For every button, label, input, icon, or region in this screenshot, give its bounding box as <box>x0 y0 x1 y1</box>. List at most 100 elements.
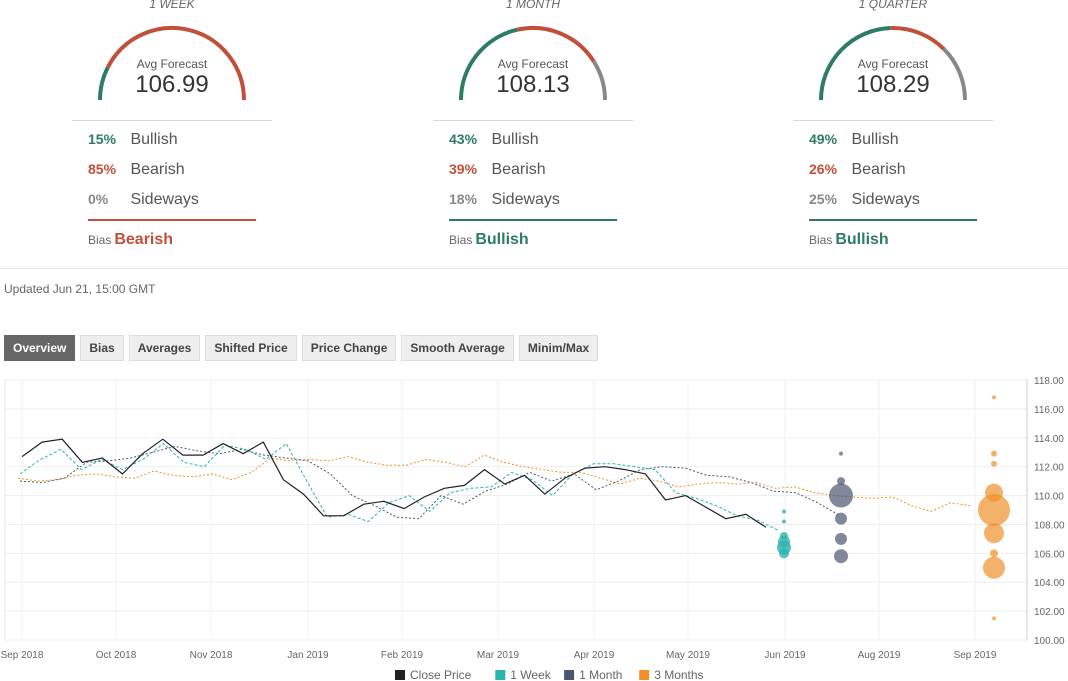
x-tick-label: Nov 2018 <box>190 650 233 661</box>
bias-label: Bias <box>449 233 473 247</box>
tab-price-change[interactable]: Price Change <box>301 335 397 361</box>
bias-label: Bias <box>809 233 833 247</box>
x-tick-label: Aug 2019 <box>858 650 901 661</box>
period-label: 1 QUARTER <box>858 0 928 11</box>
three-months-forecast-point <box>984 523 1004 544</box>
bearish-pct: 26% <box>809 161 838 177</box>
legend-swatch <box>495 670 506 680</box>
legend-item: 3 Months <box>654 668 703 681</box>
gauge-bearish-arc <box>106 26 246 101</box>
forecast-chart: 100.00 102.00 104.00 106.00 108.00 110.00 112.… <box>1 376 1065 681</box>
close-price-line <box>21 438 767 528</box>
bias-underline <box>809 219 977 221</box>
x-tick-label: Sep 2019 <box>954 650 997 661</box>
one-week-forecast-point <box>782 519 786 524</box>
sideways-pct: 25% <box>809 191 838 207</box>
divider <box>72 120 272 121</box>
x-tick-label: Mar 2019 <box>477 650 520 661</box>
x-tick-label: Jan 2019 <box>287 650 329 661</box>
avg-forecast-label: Avg Forecast <box>497 57 569 71</box>
gauge-bearish-arc <box>890 26 946 51</box>
legend-item: 1 Month <box>579 668 622 681</box>
legend-swatch <box>564 670 575 680</box>
y-tick-label: 114.00 <box>1034 434 1064 445</box>
bullish-row: 15% Bullish <box>88 131 178 149</box>
three-months-forecast-point <box>983 556 1005 579</box>
gauge-sideways-arc <box>592 60 607 101</box>
sideways-pct: 0% <box>88 191 109 207</box>
section-divider <box>0 268 1068 269</box>
gauge-sideways-arc <box>942 47 967 101</box>
one-month-line <box>19 445 841 520</box>
tab-shifted-price[interactable]: Shifted Price <box>205 335 297 361</box>
three-months-forecast-point <box>991 450 997 457</box>
bias: Bias Bullish <box>809 231 889 249</box>
forecast-panel-1-quarter: 1 QUARTER Avg Forecast 108.29 49% Bullis… <box>793 0 1033 262</box>
gauge <box>98 26 246 101</box>
avg-forecast-value: 106.99 <box>135 71 209 98</box>
one-week-forecast-point <box>779 548 789 559</box>
bearish-label: Bearish <box>491 161 546 178</box>
tab-averages[interactable]: Averages <box>128 335 201 361</box>
y-tick-label: 100.00 <box>1034 636 1065 647</box>
y-tick-label: 112.00 <box>1034 463 1064 474</box>
sideways-label: Sideways <box>851 191 920 208</box>
one-month-forecast-point <box>837 477 845 486</box>
three-months-forecast-point <box>990 549 998 558</box>
x-tick-label: May 2019 <box>666 650 710 661</box>
one-month-forecast-point <box>829 483 853 508</box>
gauge <box>459 26 607 101</box>
x-tick-label: Oct 2018 <box>96 650 137 661</box>
chart-tabs: Overview Bias Averages Shifted Price Pri… <box>4 335 599 361</box>
one-month-forecast-point <box>834 549 848 564</box>
bias-underline <box>88 219 256 221</box>
bearish-row: 85% Bearish <box>88 161 185 179</box>
bullish-label: Bullish <box>851 131 899 148</box>
bearish-pct: 39% <box>449 161 478 177</box>
three-months-forecast-point <box>978 494 1010 526</box>
period-label: 1 WEEK <box>149 0 195 11</box>
x-tick-label: Jun 2019 <box>764 650 806 661</box>
bullish-pct: 15% <box>88 131 117 147</box>
sideways-label: Sideways <box>491 191 560 208</box>
tab-overview[interactable]: Overview <box>4 335 76 361</box>
bearish-row: 39% Bearish <box>449 161 546 179</box>
avg-forecast-value: 108.13 <box>496 71 570 98</box>
y-tick-label: 106.00 <box>1034 549 1065 560</box>
tab-smooth-average[interactable]: Smooth Average <box>401 335 514 361</box>
divider <box>793 120 993 121</box>
period-label: 1 MONTH <box>506 0 560 11</box>
bearish-label: Bearish <box>130 161 185 178</box>
one-week-forecast-point <box>782 509 786 514</box>
one-month-forecast-point <box>835 532 847 545</box>
one-month-forecast-point <box>839 451 843 456</box>
updated-timestamp: Updated Jun 21, 15:00 GMT <box>4 282 156 296</box>
bullish-row: 43% Bullish <box>449 131 539 149</box>
x-tick-label: Sep 2018 <box>1 650 44 661</box>
three-months-forecast-point <box>992 395 996 400</box>
avg-forecast-label: Avg Forecast <box>136 57 208 71</box>
bias-value: Bearish <box>114 231 174 248</box>
three-months-forecast-point <box>992 616 996 621</box>
y-tick-label: 108.00 <box>1034 520 1065 531</box>
y-tick-label: 116.00 <box>1034 405 1064 416</box>
bearish-pct: 85% <box>88 161 117 177</box>
gauge-bullish-arc <box>819 26 891 101</box>
tab-bias[interactable]: Bias <box>80 335 124 361</box>
gauge-bearish-arc <box>516 26 596 63</box>
forecast-panel-1-week: 1 WEEK Avg Forecast 106.99 15% Bullish 8… <box>72 0 312 262</box>
x-tick-label: Feb 2019 <box>381 650 424 661</box>
three-months-forecast-point <box>991 460 997 467</box>
one-month-forecast-point <box>835 512 847 525</box>
sideways-pct: 18% <box>449 191 478 207</box>
sideways-row: 18% Sideways <box>449 191 560 209</box>
y-tick-label: 118.00 <box>1034 376 1064 387</box>
bullish-pct: 49% <box>809 131 838 147</box>
bearish-label: Bearish <box>851 161 906 178</box>
bias: Bias Bearish <box>88 231 173 249</box>
legend-item: 1 Week <box>510 668 551 681</box>
tab-minim-max[interactable]: Minim/Max <box>518 335 599 361</box>
bearish-row: 26% Bearish <box>809 161 906 179</box>
gauge-bullish-arc <box>459 27 518 101</box>
sideways-row: 25% Sideways <box>809 191 920 209</box>
